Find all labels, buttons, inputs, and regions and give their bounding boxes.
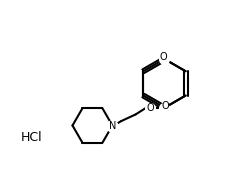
Text: O: O [160, 52, 167, 62]
Text: HCl: HCl [20, 131, 42, 144]
Text: N: N [109, 120, 116, 130]
Text: N: N [109, 120, 116, 130]
Text: O: O [146, 103, 154, 113]
Text: O: O [162, 101, 169, 111]
